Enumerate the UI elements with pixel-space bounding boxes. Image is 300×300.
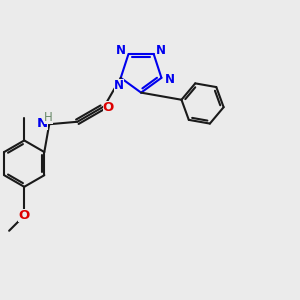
Text: N: N xyxy=(156,44,166,58)
Text: N: N xyxy=(116,44,126,58)
Text: N: N xyxy=(114,79,124,92)
Text: N: N xyxy=(164,73,175,86)
Text: H: H xyxy=(44,111,53,124)
Text: O: O xyxy=(103,101,114,114)
Text: N: N xyxy=(37,117,48,130)
Text: O: O xyxy=(19,209,30,222)
